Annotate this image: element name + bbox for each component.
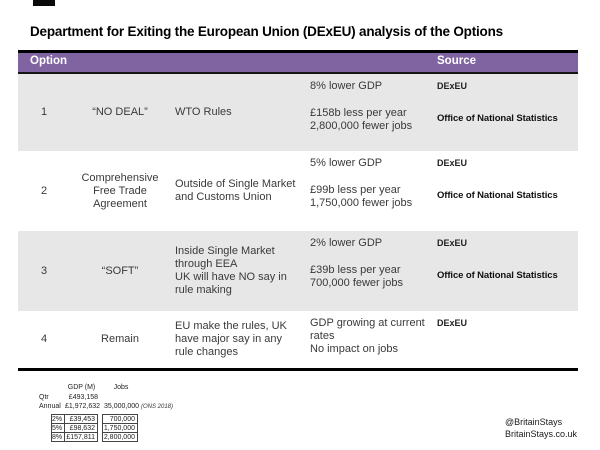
source-ons: Office of National Statistics — [437, 190, 558, 201]
option-description: Inside Single Market through EEA UK will… — [175, 245, 287, 296]
table-row-free-trade: 2 Comprehensive Free Trade Agreement Out… — [18, 151, 578, 231]
option-source: DExEU Office of National Statistics — [432, 74, 578, 151]
impact-detail-text: £158b less per year 2,800,000 fewer jobs — [310, 107, 413, 132]
impact-gdp-text: 2% lower GDP — [310, 237, 383, 249]
option-impact: GDP growing at current rates No impact o… — [305, 311, 432, 368]
option-name: Remain — [101, 333, 139, 345]
source-dexeu: DExEU — [437, 158, 468, 168]
impact-detail-text: No impact on jobs — [310, 343, 399, 355]
impact-gdp-text: GDP growing at current rates — [310, 317, 425, 342]
mini-gdp-value: £493,158 — [68, 393, 98, 401]
option-impact: 2% lower GDP £39b less per year 700,000 … — [305, 231, 432, 311]
option-source: DExEU Office of National Statistics — [432, 151, 578, 231]
impact-detail-text: £99b less per year 1,750,000 fewer jobs — [310, 184, 413, 209]
source-dexeu: DExEU — [437, 81, 468, 91]
mini-jobs-value: 2,800,000 — [102, 431, 138, 442]
mini-row-8pct: 8% £157,811 2,800,000 — [35, 431, 208, 442]
website-url: BritainStays.co.uk — [505, 428, 578, 439]
mini-row-annual: Annual £1,972,632 35,000,000 (ONS 2018) — [35, 402, 208, 412]
mini-table-header: GDP (M) Jobs — [35, 383, 208, 393]
mini-jobs-value: 35,000,000 — [104, 403, 140, 411]
table-row-soft: 3 “SOFT” Inside Single Market through EE… — [18, 231, 578, 311]
mini-gdp-value: £1,972,632 — [65, 403, 101, 411]
option-impact: 8% lower GDP £158b less per year 2,800,0… — [305, 74, 432, 151]
options-table: Option Source 1 “NO DEAL” WTO Rules 8% l… — [18, 50, 578, 371]
source-ons: Office of National Statistics — [437, 270, 558, 281]
option-name: “NO DEAL” — [92, 106, 148, 118]
page-title: Department for Exiting the European Unio… — [30, 24, 503, 39]
option-description: EU make the rules, UK have major say in … — [175, 320, 287, 358]
screenshot-artifact — [33, 0, 55, 6]
option-name: Comprehensive Free Trade Agreement — [81, 171, 159, 210]
column-header-source: Source — [437, 55, 476, 67]
mini-row-label: Annual — [39, 403, 61, 411]
impact-gdp-text: 8% lower GDP — [310, 80, 383, 92]
calculation-mini-table: GDP (M) Jobs Qtr £493,158 Annual £1,972,… — [35, 383, 208, 442]
mini-col-header-jobs: Jobs — [113, 384, 129, 392]
impact-detail-text: £39b less per year 700,000 fewer jobs — [310, 264, 403, 289]
ons-note: (ONS 2018) — [141, 403, 174, 410]
mini-row-qtr: Qtr £493,158 — [35, 393, 208, 403]
impact-gdp-text: 5% lower GDP — [310, 157, 383, 169]
attribution: @BritainStays BritainStays.co.uk — [505, 417, 577, 440]
option-name: “SOFT” — [101, 264, 139, 277]
column-header-option: Option — [30, 55, 68, 67]
mini-row-label: Qtr — [39, 393, 49, 401]
option-description: Outside of Single Market and Customs Uni… — [175, 178, 296, 203]
table-row-no-deal: 1 “NO DEAL” WTO Rules 8% lower GDP £158b… — [18, 74, 578, 151]
source-ons: Office of National Statistics — [437, 113, 558, 124]
option-source: DExEU Office of National Statistics — [432, 231, 578, 311]
table-row-remain: 4 Remain EU make the rules, UK have majo… — [18, 311, 578, 368]
option-number: 1 — [40, 106, 48, 118]
mini-col-header-gdp: GDP (M) — [67, 384, 96, 392]
table-header-row: Option Source — [18, 50, 578, 74]
option-number: 4 — [40, 333, 48, 345]
option-description: WTO Rules — [175, 106, 232, 118]
option-number: 2 — [40, 184, 48, 197]
mini-gdp-value: £157,811 — [65, 431, 98, 442]
twitter-handle: @BritainStays — [505, 417, 563, 427]
source-dexeu: DExEU — [437, 238, 468, 248]
option-source: DExEU — [432, 311, 578, 368]
option-impact: 5% lower GDP £99b less per year 1,750,00… — [305, 151, 432, 231]
option-number: 3 — [40, 264, 48, 277]
mini-row-label: 8% — [51, 431, 65, 442]
source-dexeu: DExEU — [437, 318, 468, 328]
